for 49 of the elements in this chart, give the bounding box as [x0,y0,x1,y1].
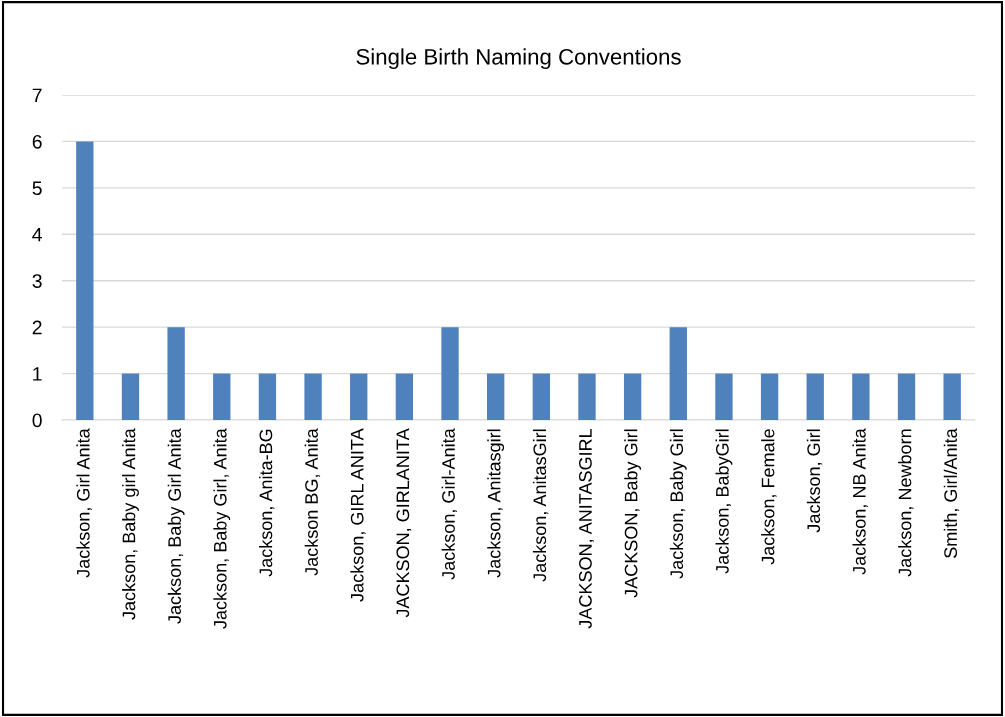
x-tick-label: Jackson, Baby Girl, Anita [213,428,231,629]
x-tick-label: Jackson, AnitasGirl [532,429,549,582]
x-tick-label: Jackson, Newborn [898,429,914,577]
x-tick-label: Jackson, Girl-Anita [441,428,457,580]
x-tick-label: Jackson, Anitasgirl [487,429,505,578]
x-tick-label: Jackson, Girl [806,429,823,533]
bar [487,373,505,420]
bar [304,373,322,420]
x-tick-label: Jackson BG, Anita [304,428,321,576]
y-tick-label: 2 [32,320,42,335]
y-tick-label: 6 [32,134,42,149]
bar [852,373,870,420]
bar [121,373,140,420]
bar [395,373,414,420]
y-tick-label: 1 [33,367,42,381]
bar [76,141,94,420]
x-tick-label: Jackson, NB Anita [852,428,868,575]
bar [213,373,231,420]
y-tick-label: 3 [32,274,42,288]
bar [578,373,596,420]
chart-title: Single Birth Naming Conventions [356,48,681,70]
y-tick-label: 7 [32,88,42,103]
bar [532,373,550,420]
x-tick-label: Jackson, Baby Girl [669,429,687,579]
x-tick-label: Jackson, BabyGirl [715,429,733,574]
x-tick-label: Jackson, Anita-BG [259,429,275,577]
bar [669,327,687,420]
bar [258,373,277,420]
bar [943,373,961,420]
x-tick-label: JACKSON, GIRLANITA [396,428,412,618]
bar [441,327,459,420]
x-tick-label: Jackson, GIRL ANITA [350,428,366,602]
bar [715,373,733,420]
bar [350,373,368,420]
x-tick-label: JACKSON, Baby Girl [624,429,642,598]
bar [897,373,916,420]
bar [760,373,779,420]
x-tick-label: JACKSON, ANITASGIRL [579,428,594,629]
x-tick-label: Jackson, Girl Anita [76,428,92,578]
y-tick-label: 4 [32,227,42,242]
bar [167,327,185,420]
x-tick-label: Smith, Girl/Anita [943,428,960,558]
y-tick-label: 0 [32,413,42,428]
x-tick-label: Jackson, Baby girl Anita [122,428,139,620]
x-tick-label: Jackson, Female [761,429,777,565]
x-tick-label: Jackson, Baby Girl Anita [167,428,185,624]
bar [623,373,642,420]
y-tick-label: 5 [32,181,42,196]
bar [806,373,824,420]
